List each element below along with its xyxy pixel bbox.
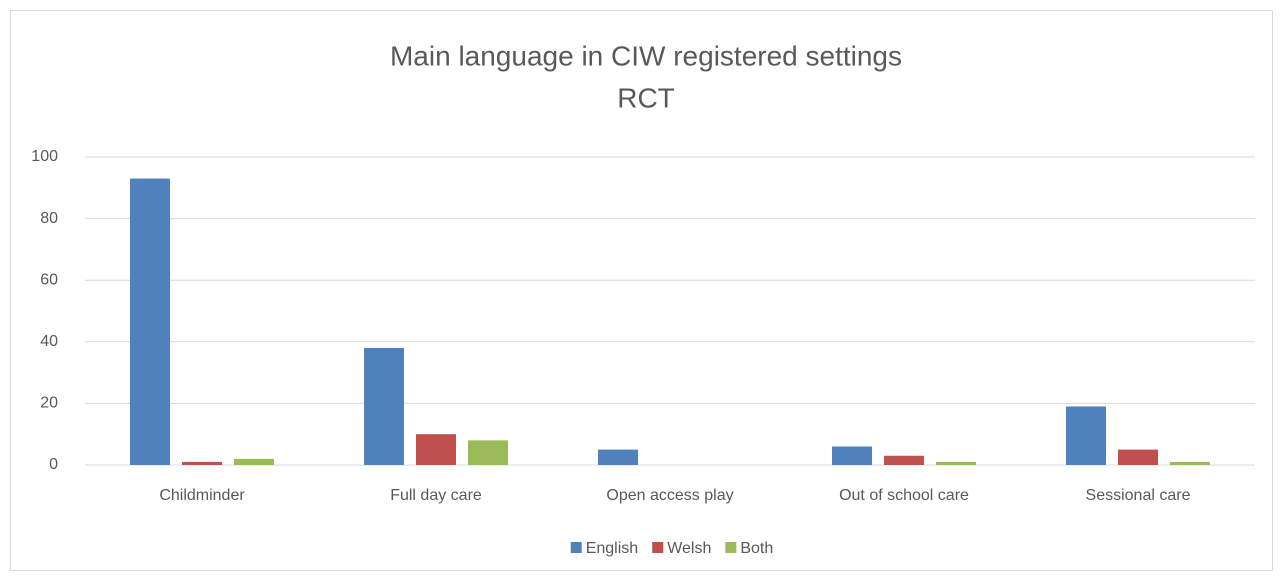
x-tick-label: Childminder (159, 487, 245, 504)
bar (182, 461, 222, 465)
y-tick-label: 20 (40, 395, 58, 412)
bar (130, 178, 170, 465)
chart-border (10, 10, 1273, 571)
bar (884, 455, 924, 465)
x-tick-label: Out of school care (839, 487, 969, 504)
legend-label: Both (740, 540, 773, 557)
bar (364, 347, 404, 465)
chart-subtitle: RCT (617, 82, 675, 113)
legend-label: Welsh (667, 540, 711, 557)
bar (936, 461, 976, 465)
bar (1170, 461, 1210, 465)
y-tick-label: 100 (31, 148, 58, 165)
legend-label: English (586, 540, 638, 557)
bar (832, 446, 872, 465)
y-tick-label: 40 (40, 333, 58, 350)
y-tick-label: 0 (49, 456, 58, 473)
bar (234, 458, 274, 465)
x-tick-label: Full day care (390, 487, 482, 504)
chart-title: Main language in CIW registered settings (390, 40, 902, 71)
bar (598, 449, 638, 465)
x-tick-label: Sessional care (1086, 487, 1191, 504)
bar (1066, 406, 1106, 465)
legend-swatch (725, 542, 737, 553)
y-tick-label: 80 (40, 210, 58, 227)
x-tick-label: Open access play (606, 487, 733, 504)
bar (416, 434, 456, 465)
bar (468, 440, 508, 465)
bar (1118, 449, 1158, 465)
y-tick-label: 60 (40, 271, 58, 288)
legend-swatch (652, 542, 664, 553)
legend-swatch (570, 542, 582, 553)
